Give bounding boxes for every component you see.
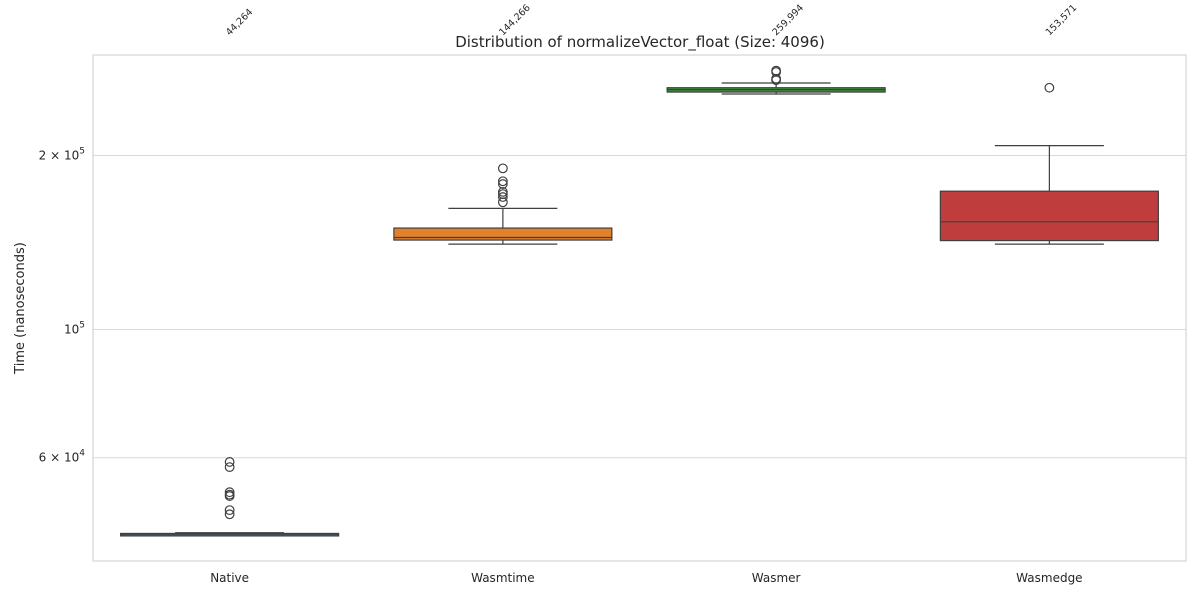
x-tick-label: Wasmtime: [471, 571, 535, 585]
outlier-point: [497, 197, 508, 208]
outlier-point: [224, 457, 235, 467]
outlier-point: [224, 505, 235, 516]
box-wasmtime: [393, 227, 613, 241]
outlier-point: [224, 509, 235, 520]
plot-area: [92, 54, 1187, 562]
outlier-point: [1044, 82, 1055, 93]
x-tick-label: Wasmer: [752, 571, 801, 585]
x-tick-label: Wasmedge: [1016, 571, 1082, 585]
y-tick-label: 6 × 104: [39, 449, 86, 465]
y-tick-label: 105: [64, 321, 85, 337]
outlier-point: [497, 176, 508, 187]
outlier-point: [771, 75, 782, 86]
outlier-point: [497, 179, 508, 189]
outlier-point: [224, 462, 235, 473]
box-wasmedge: [939, 190, 1159, 242]
median-label: 44,264: [224, 7, 255, 38]
y-axis-label: Time (nanoseconds): [13, 242, 28, 375]
outlier-point: [497, 192, 508, 202]
outlier-point: [224, 487, 235, 498]
y-tick-label: 2 × 105: [39, 147, 85, 163]
median-label: 153,571: [1044, 3, 1080, 39]
outlier-point: [224, 491, 235, 501]
outlier-point: [497, 163, 508, 174]
chart-title: Distribution of normalizeVector_float (S…: [455, 33, 825, 52]
x-tick-label: Native: [210, 571, 249, 585]
